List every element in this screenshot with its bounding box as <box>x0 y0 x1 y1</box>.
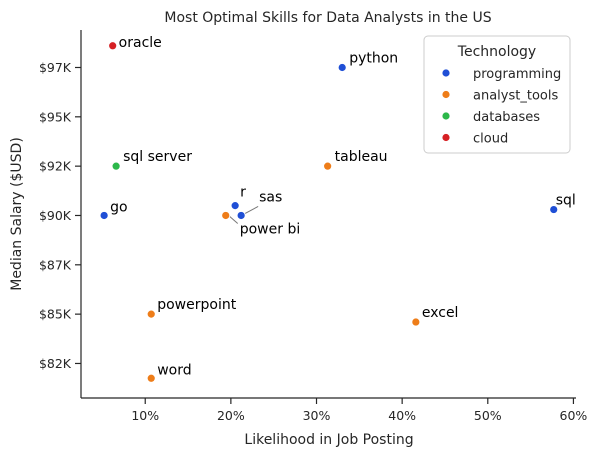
label-powerpoint: powerpoint <box>157 297 236 313</box>
label-excel: excel <box>422 305 459 321</box>
label-word: word <box>157 362 191 378</box>
point-oracle <box>108 41 118 51</box>
y-tick-label: $87K <box>39 257 72 272</box>
data-points <box>99 41 559 383</box>
label-power-bi: power bi <box>240 221 300 237</box>
y-tick-label: $95K <box>39 109 72 124</box>
x-tick-label: 40% <box>388 408 416 423</box>
label-sql: sql <box>556 193 576 209</box>
point-r <box>230 201 240 211</box>
x-tick-label: 30% <box>303 408 331 423</box>
connector-sas <box>244 206 259 214</box>
y-tick-label: $82K <box>39 356 72 371</box>
legend-marker-databases <box>441 111 451 121</box>
y-ticks: $82K $85K $87K $90K $92K $95K $97K <box>39 60 81 371</box>
legend-marker-programming <box>441 68 451 78</box>
legend-label-cloud: cloud <box>473 132 508 147</box>
x-ticks: 10% 20% 30% 40% 50% 60% <box>131 398 587 423</box>
y-axis-label: Median Salary ($USD) <box>9 137 25 291</box>
y-tick-label: $92K <box>39 159 72 174</box>
point-tableau <box>323 161 333 171</box>
point-word <box>146 373 156 383</box>
x-axis-label: Likelihood in Job Posting <box>244 432 413 448</box>
legend-marker-cloud <box>441 133 451 142</box>
legend-entries: programming analyst_tools databases cloud <box>441 67 561 147</box>
y-tick-label: $90K <box>39 208 72 223</box>
label-tableau: tableau <box>335 149 388 165</box>
x-tick-label: 20% <box>217 408 245 423</box>
x-tick-label: 10% <box>131 408 159 423</box>
legend-marker-analyst-tools <box>441 90 451 99</box>
legend-label-programming: programming <box>473 67 561 82</box>
legend-label-databases: databases <box>473 110 540 125</box>
point-python <box>337 63 347 72</box>
legend-box <box>423 35 571 154</box>
point-sql <box>549 205 559 214</box>
label-connectors <box>229 206 259 224</box>
legend-label-analyst-tools: analyst_tools <box>473 89 558 104</box>
point-excel <box>411 317 421 327</box>
label-python: python <box>349 50 398 66</box>
legend-title: Technology <box>457 44 536 60</box>
y-tick-label: $85K <box>39 307 72 322</box>
label-sql-server: sql server <box>123 149 192 165</box>
chart-title: Most Optimal Skills for Data Analysts in… <box>164 10 491 26</box>
label-r: r <box>240 185 246 201</box>
label-sas: sas <box>259 189 282 205</box>
x-tick-label: 60% <box>560 408 588 423</box>
y-tick-label: $97K <box>39 60 72 75</box>
point-power-bi <box>221 211 231 220</box>
point-sas <box>236 211 246 220</box>
label-oracle: oracle <box>119 35 162 51</box>
point-go <box>99 211 109 220</box>
connector-power-bi <box>229 216 239 224</box>
label-go: go <box>110 199 127 215</box>
point-sql-server <box>111 161 121 171</box>
legend: Technology programming analyst_toolsdatab… <box>423 35 571 154</box>
point-powerpoint <box>146 309 156 319</box>
point-labels: oracle python sql server tableau r sas power b… <box>110 35 576 378</box>
chart-axes <box>80 30 576 399</box>
x-tick-label: 50% <box>474 408 502 423</box>
